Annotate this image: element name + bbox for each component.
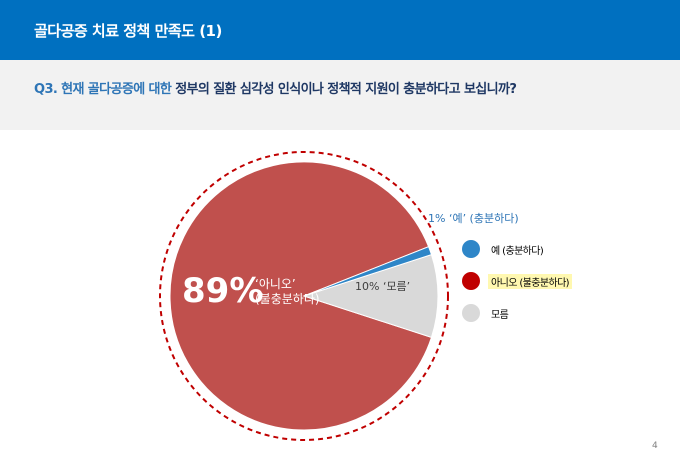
legend-swatch-yes bbox=[462, 240, 480, 258]
pie-slice-no bbox=[169, 161, 433, 431]
pie-label-no-percent: 89% bbox=[182, 271, 263, 311]
question-band bbox=[0, 60, 680, 130]
legend-item-no: 아니오 (불충분하다) bbox=[462, 272, 662, 290]
pie-slice-unknown bbox=[302, 253, 439, 339]
legend-item-unknown: 모름 bbox=[462, 304, 662, 322]
pie-label-yes: 1% ‘예’ (충분하다) bbox=[428, 211, 519, 225]
legend-label-yes: 예 (충분하다) bbox=[491, 246, 544, 257]
question-text: Q3. 현재 골다공증에 대한 정부의 질환 심각성 인식이나 정책적 지원이 … bbox=[34, 78, 517, 97]
header-bar bbox=[0, 0, 680, 60]
pie-label-no-sub2: (불충분하다) bbox=[255, 292, 320, 306]
pie-dashed-ring bbox=[159, 151, 449, 441]
legend-label-unknown: 모름 bbox=[491, 310, 509, 321]
legend-item-yes: 예 (충분하다) bbox=[462, 240, 662, 258]
legend-swatch-unknown bbox=[462, 304, 480, 322]
page-number: 4 bbox=[652, 441, 658, 451]
question-body: 정부의 질환 심각성 인식이나 정책적 지원이 충분하다고 보십니까? bbox=[175, 82, 517, 97]
question-prefix: Q3. 현재 골다공증에 대한 bbox=[34, 82, 176, 97]
pie-label-no-sub1: ‘아니오’ bbox=[255, 277, 296, 291]
pie-label-unknown: 10% ‘모름’ bbox=[355, 280, 410, 293]
pie-slice-yes bbox=[303, 246, 433, 297]
legend-swatch-no bbox=[462, 272, 480, 290]
legend-label-no: 아니오 (불충분하다) bbox=[488, 274, 572, 289]
page-title: 골다공증 치료 정책 만족도 (1) bbox=[34, 22, 222, 40]
